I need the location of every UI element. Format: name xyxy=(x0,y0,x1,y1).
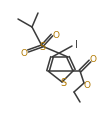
Text: O: O xyxy=(52,30,60,39)
Text: O: O xyxy=(83,80,91,89)
Text: O: O xyxy=(20,48,28,57)
Text: S: S xyxy=(39,42,45,52)
Text: I: I xyxy=(75,40,77,50)
Text: O: O xyxy=(89,55,96,64)
Text: S: S xyxy=(60,77,66,87)
